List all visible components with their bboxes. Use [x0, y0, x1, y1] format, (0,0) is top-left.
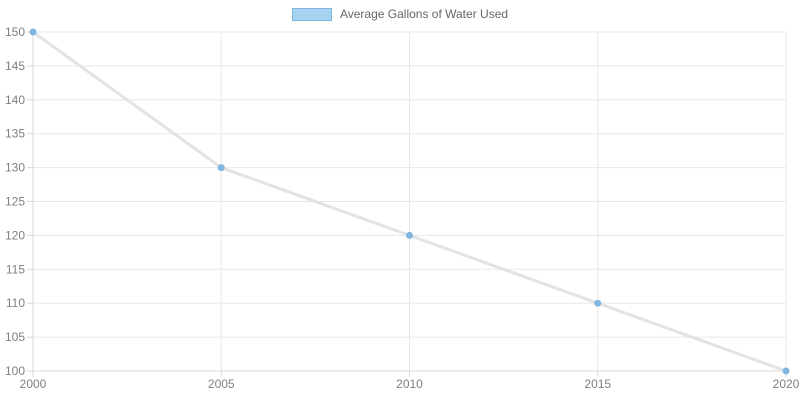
y-tick-label: 105 — [5, 330, 25, 344]
y-tick-label: 120 — [5, 228, 25, 242]
legend-swatch — [291, 7, 332, 21]
y-tick-label: 140 — [5, 93, 25, 107]
y-tick-label: 115 — [6, 262, 25, 276]
y-tick-label: 135 — [5, 127, 25, 141]
data-point[interactable] — [406, 231, 413, 239]
legend-item-average-gallons[interactable]: Average Gallons of Water Used — [0, 7, 800, 21]
x-tick-label: 2005 — [208, 377, 235, 391]
data-point[interactable] — [217, 164, 225, 172]
x-tick-label: 2010 — [396, 377, 423, 391]
data-point[interactable] — [782, 367, 790, 375]
x-tick-label: 2020 — [773, 377, 800, 391]
data-point[interactable] — [29, 28, 37, 36]
y-tick-label: 150 — [5, 25, 25, 39]
x-tick-label: 2000 — [20, 377, 47, 391]
y-tick-label: 125 — [5, 195, 25, 209]
data-point[interactable] — [594, 299, 602, 307]
legend-label: Average Gallons of Water Used — [339, 7, 509, 21]
y-tick-label: 100 — [5, 364, 25, 378]
y-tick-label: 130 — [5, 161, 25, 175]
x-tick-label: 2015 — [584, 377, 611, 391]
y-tick-label: 110 — [6, 296, 25, 310]
y-tick-label: 145 — [5, 59, 25, 73]
